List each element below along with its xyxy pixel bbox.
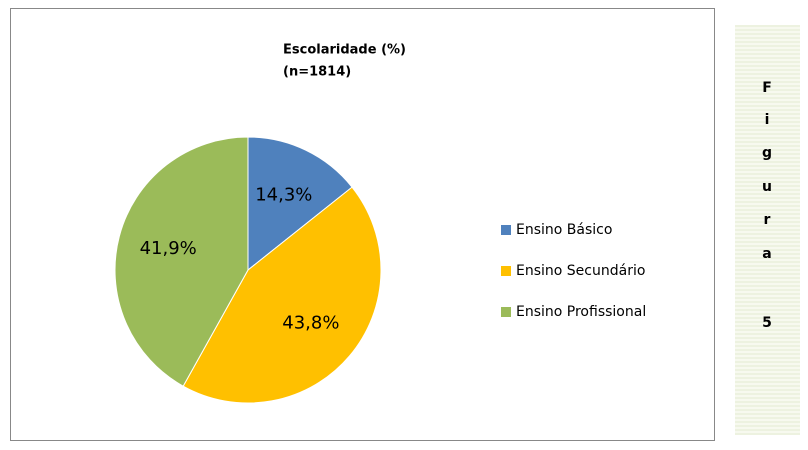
- side-letter: a: [762, 246, 771, 262]
- side-letter: u: [762, 179, 772, 195]
- value-label: 43,8%: [282, 312, 339, 333]
- side-letter: 5: [762, 315, 772, 331]
- side-letter: F: [762, 80, 772, 96]
- side-letter: i: [765, 112, 770, 128]
- legend-label: Ensino Profissional: [516, 304, 646, 320]
- side-letter: g: [762, 145, 772, 161]
- pie-slice: [247, 136, 353, 272]
- side-letter: r: [764, 212, 771, 228]
- legend-swatch: [501, 307, 511, 317]
- legend-label: Ensino Básico: [516, 222, 612, 238]
- value-label: 41,9%: [140, 238, 197, 259]
- legend-swatch: [501, 266, 511, 276]
- side-panel: [735, 25, 800, 435]
- pie-slice: [114, 136, 249, 387]
- chart-title: Escolaridade (%): [283, 43, 406, 58]
- chart-subtitle: (n=1814): [283, 65, 351, 80]
- pie-slice: [182, 186, 382, 404]
- legend-label: Ensino Secundário: [516, 263, 645, 279]
- value-label: 14,3%: [255, 185, 312, 206]
- legend-swatch: [501, 225, 511, 235]
